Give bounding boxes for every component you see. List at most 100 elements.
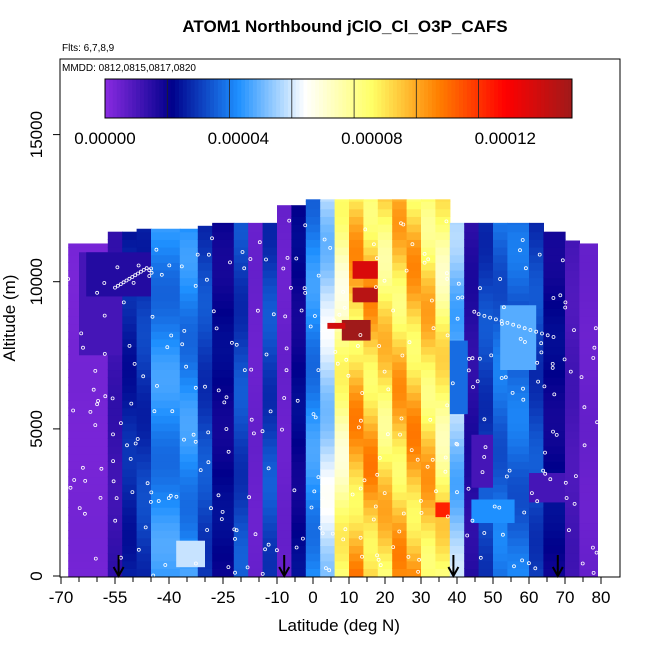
heatmap-cell: [377, 537, 393, 546]
heatmap-cell: [449, 530, 465, 539]
colorbar-segment: [373, 79, 378, 118]
heatmap-cell: [136, 453, 152, 462]
heatmap-cell: [136, 246, 152, 256]
heatmap-cell: [233, 222, 249, 225]
heatmap-cell: [277, 522, 292, 531]
track-point: [545, 333, 550, 338]
heatmap-cell: [464, 568, 480, 577]
heatmap-cell: [579, 491, 598, 501]
colorbar-segment: [124, 79, 129, 118]
heatmap-cell: [262, 377, 278, 386]
heatmap-cell: [305, 308, 321, 317]
heatmap-cell: [122, 315, 138, 325]
colorbar-segment: [513, 79, 519, 118]
colorbar-segment: [361, 79, 367, 118]
heatmap-cell: [392, 369, 408, 378]
heatmap-cell: [529, 277, 544, 286]
colorbar-segment: [245, 79, 250, 118]
heatmap-cell: [277, 239, 292, 248]
colorbar-segment: [303, 79, 308, 118]
heatmap-cell: [248, 308, 264, 317]
track-point: [382, 369, 387, 374]
track-point: [524, 266, 528, 271]
heatmap-cell: [107, 468, 123, 478]
heatmap-cell: [529, 392, 544, 401]
track-point: [483, 445, 488, 450]
heatmap-cell: [277, 205, 292, 210]
colorbar-segment: [509, 79, 515, 118]
track-point: [130, 275, 135, 279]
heatmap-cell: [392, 361, 408, 371]
heatmap-cell: [435, 560, 451, 569]
heatmap-cell: [248, 491, 264, 501]
heatmap-cell: [363, 246, 379, 256]
heatmap-cell: [507, 422, 530, 432]
track-point: [373, 504, 378, 509]
heatmap-cell: [233, 315, 249, 325]
heatmap-cell: [507, 553, 530, 562]
heatmap-cell: [377, 300, 393, 309]
heatmap-cell: [179, 300, 199, 309]
heatmap-cell: [406, 308, 422, 317]
heatmap-cell: [529, 361, 544, 371]
heatmap-cell: [464, 262, 480, 271]
heatmap-cell: [334, 507, 350, 516]
heatmap-cell: [421, 338, 436, 348]
heatmap-cell: [478, 231, 494, 240]
heatmap-cell: [262, 246, 278, 256]
colorbar-segment: [120, 79, 125, 118]
heatmap-cell: [349, 308, 364, 317]
heatmap-cell: [478, 384, 494, 393]
flight-track-points: [66, 218, 599, 578]
heatmap-cell: [392, 246, 408, 256]
heatmap-cell: [406, 277, 422, 286]
heatmap-cell: [277, 369, 292, 378]
heatmap-cell: [248, 346, 264, 355]
heatmap-cell: [493, 231, 508, 240]
heatmap-cell: [543, 384, 566, 393]
heatmap-cell: [529, 354, 544, 363]
heatmap-cell: [320, 407, 336, 416]
heatmap-cell: [305, 522, 321, 531]
colorbar-segment: [198, 79, 203, 118]
heatmap-cell: [464, 346, 480, 355]
colorbar-segment: [128, 79, 133, 118]
track-point: [133, 441, 138, 446]
heatmap-cell: [349, 484, 364, 493]
track-point: [579, 375, 584, 380]
heatmap-cell: [579, 407, 598, 416]
heatmap-cell: [363, 331, 379, 340]
heatmap-cell: [151, 545, 181, 554]
heatmap-cell: [349, 231, 364, 240]
heatmap-cell: [478, 262, 494, 271]
heatmap-cell: [377, 201, 393, 210]
track-point: [156, 499, 161, 503]
track-point: [401, 511, 406, 516]
heatmap-cell: [233, 476, 249, 485]
heatmap-cell: [151, 384, 181, 393]
heatmap-cell: [464, 231, 480, 240]
heatmap-cell: [68, 560, 109, 569]
heatmap-cell: [262, 277, 278, 286]
colorbar-segment: [463, 79, 468, 118]
heatmap-cell: [478, 530, 494, 539]
heatmap-cell: [579, 415, 598, 424]
track-point: [465, 533, 470, 538]
heatmap-cell: [212, 484, 235, 493]
track-point: [125, 443, 129, 448]
track-point: [148, 499, 153, 504]
heatmap-cell: [107, 522, 123, 531]
heatmap-cell: [507, 415, 530, 424]
heatmap-cell: [579, 560, 598, 569]
colorbar-segment: [389, 79, 394, 118]
heatmap-cell: [107, 246, 123, 256]
heatmap-cell: [565, 377, 580, 386]
track-point: [572, 328, 576, 333]
heatmap-cell: [435, 384, 451, 393]
heatmap-cell: [277, 537, 292, 546]
heatmap-cell: [248, 338, 264, 348]
track-point: [391, 308, 396, 313]
heatmap-cell: [122, 361, 138, 371]
heatmap-cell: [349, 461, 364, 470]
heatmap-cell: [579, 300, 598, 309]
